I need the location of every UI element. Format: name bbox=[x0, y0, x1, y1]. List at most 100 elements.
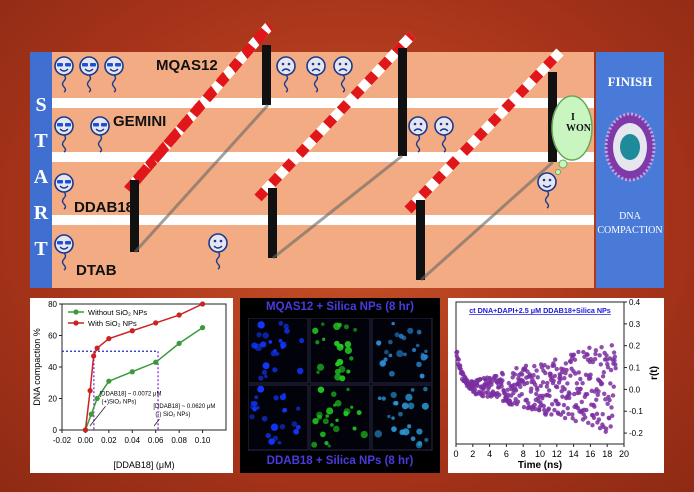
data-point bbox=[532, 402, 537, 408]
data-point bbox=[613, 365, 618, 371]
x-tick-label: 16 bbox=[585, 449, 595, 459]
nucleus-spot bbox=[346, 387, 350, 392]
nucleus-spot bbox=[278, 321, 284, 326]
data-point bbox=[519, 372, 525, 377]
data-point bbox=[541, 403, 547, 409]
data-point bbox=[581, 349, 586, 355]
nucleus-spot bbox=[333, 322, 341, 331]
lane-divider bbox=[30, 98, 594, 108]
legend-label: Without SiO₂ NPs bbox=[88, 308, 147, 317]
nucleus-spot bbox=[390, 391, 397, 399]
data-point bbox=[612, 358, 617, 363]
dna-compaction-label: DNA COMPACTION bbox=[596, 210, 664, 238]
nucleus-spot bbox=[282, 407, 288, 413]
nucleus-spot bbox=[316, 411, 323, 419]
nucleus-spot bbox=[401, 402, 409, 410]
nucleus-spot bbox=[333, 403, 337, 407]
x-tick-label: 0.06 bbox=[148, 436, 164, 445]
data-point bbox=[500, 372, 505, 377]
data-point bbox=[153, 320, 159, 326]
data-point bbox=[515, 399, 521, 404]
nucleus-spot bbox=[416, 329, 422, 335]
nucleus-spot bbox=[381, 396, 386, 401]
nucleus-spot bbox=[423, 386, 428, 392]
nucleus-spot bbox=[391, 426, 397, 432]
data-point bbox=[553, 357, 558, 362]
data-point bbox=[570, 416, 575, 421]
nucleus-spot bbox=[249, 414, 255, 420]
data-point bbox=[532, 363, 537, 369]
y-tick-label: -0.2 bbox=[629, 429, 643, 438]
data-point bbox=[475, 383, 480, 389]
x-tick-label: 8 bbox=[521, 449, 526, 459]
nucleus-spot bbox=[273, 395, 279, 401]
nucleus-spot bbox=[272, 367, 278, 373]
data-point bbox=[597, 353, 602, 358]
bubble-line1: I bbox=[571, 112, 575, 123]
race-track bbox=[30, 52, 594, 288]
x-tick-label: 0.10 bbox=[195, 436, 211, 445]
data-point bbox=[596, 417, 602, 422]
legend-label: With SiO₂ NPs bbox=[88, 319, 137, 328]
data-point bbox=[601, 370, 607, 375]
x-tick-label: 6 bbox=[504, 449, 509, 459]
nucleus-spot bbox=[352, 426, 357, 431]
data-point bbox=[456, 357, 461, 362]
data-point bbox=[540, 380, 546, 385]
data-point bbox=[480, 393, 486, 399]
nucleus-spot bbox=[295, 424, 301, 430]
data-point bbox=[546, 406, 551, 411]
data-point bbox=[505, 387, 510, 392]
nucleus-spot bbox=[384, 349, 389, 355]
nucleus-spot bbox=[257, 321, 265, 329]
chart-title: ct DNA+DAPI+2.5 μM DDAB18+Silica NPs bbox=[469, 306, 611, 315]
nucleus-spot bbox=[258, 375, 264, 381]
speech-bubble bbox=[551, 95, 593, 175]
nucleus-spot bbox=[279, 394, 287, 401]
data-point bbox=[511, 390, 516, 396]
x-axis-label: Time (ns) bbox=[518, 460, 562, 471]
data-point bbox=[531, 373, 536, 378]
sad-face-icon bbox=[434, 116, 454, 153]
data-point bbox=[584, 407, 589, 413]
series-line bbox=[84, 327, 203, 431]
sad-face-icon bbox=[333, 56, 353, 93]
data-point bbox=[514, 365, 519, 371]
winner-face-icon bbox=[537, 172, 557, 209]
nucleus-spot bbox=[265, 432, 271, 439]
nucleus-spot bbox=[336, 358, 344, 366]
data-point bbox=[106, 378, 112, 384]
data-point bbox=[512, 372, 518, 377]
data-point bbox=[609, 405, 614, 410]
nucleus-spot bbox=[419, 373, 425, 379]
nucleus-spot bbox=[421, 402, 429, 410]
x-tick-label: 4 bbox=[487, 449, 492, 459]
data-point bbox=[82, 427, 89, 433]
lane-divider bbox=[30, 215, 594, 225]
data-point bbox=[129, 328, 135, 334]
data-point bbox=[526, 400, 531, 406]
data-point bbox=[588, 372, 593, 377]
data-point bbox=[500, 378, 505, 383]
nucleus-spot bbox=[326, 407, 334, 415]
nucleus-spot bbox=[331, 391, 337, 397]
data-point bbox=[562, 415, 568, 421]
nucleus-spot bbox=[330, 423, 334, 427]
data-point bbox=[558, 377, 563, 382]
bubble-text: I WON bbox=[566, 112, 591, 134]
data-point bbox=[612, 354, 618, 359]
data-point bbox=[542, 363, 547, 368]
data-point bbox=[567, 391, 572, 397]
cool-face-icon bbox=[54, 173, 74, 210]
nucleus-spot bbox=[320, 322, 325, 326]
anisotropy-chart: 0 2 4 6 8 10 12 14 16 18 20 -0.2 -0.1 0.0 0.1 0.2 0.3 0.4… bbox=[453, 298, 660, 471]
nucleus-spot bbox=[394, 332, 400, 338]
nucleus-spot bbox=[343, 408, 351, 416]
nucleus-spot bbox=[311, 441, 318, 448]
data-point bbox=[489, 379, 495, 384]
data-point bbox=[608, 367, 614, 373]
start-letter: T bbox=[34, 130, 48, 152]
data-point bbox=[94, 345, 100, 351]
data-point bbox=[571, 352, 577, 357]
nucleus-spot bbox=[324, 440, 329, 446]
